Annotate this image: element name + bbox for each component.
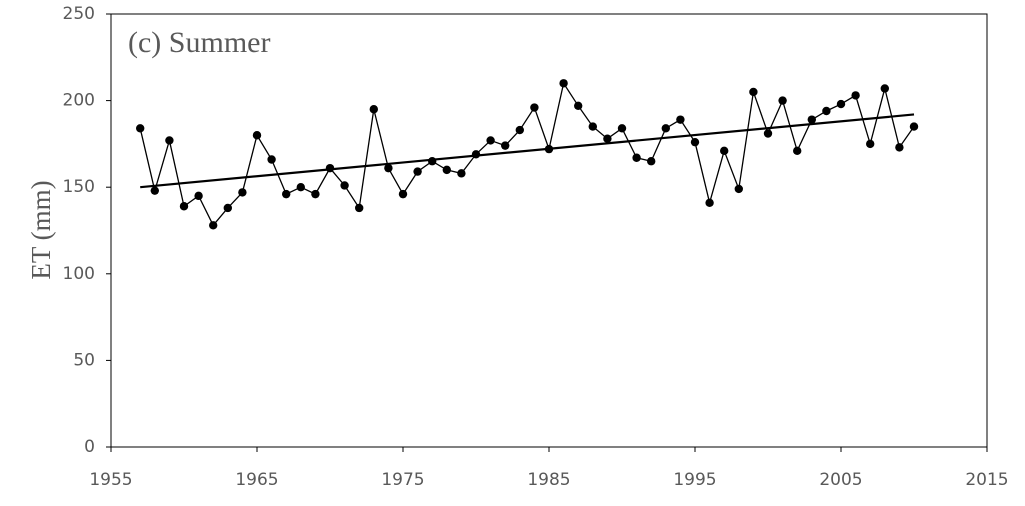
data-point [895, 143, 904, 152]
data-point [428, 157, 437, 166]
data-point [355, 203, 364, 213]
y-tick-label: 0 [84, 437, 95, 457]
data-point [179, 202, 189, 211]
x-tick-label: 1975 [381, 470, 424, 490]
data-point [617, 124, 627, 133]
data-point [515, 125, 524, 135]
data-point [603, 134, 612, 143]
data-point [763, 129, 773, 138]
data-point [909, 122, 919, 131]
data-point [676, 115, 685, 124]
data-point [880, 84, 889, 93]
data-point [734, 184, 743, 194]
data-point [223, 203, 232, 213]
data-point [296, 183, 305, 192]
data-point [778, 96, 787, 105]
data-point [530, 103, 539, 112]
annotation: (c) Summer [128, 26, 270, 59]
data-point [559, 79, 568, 88]
series-line [139, 81, 915, 227]
data-point [632, 153, 641, 162]
data-point [574, 101, 583, 110]
data-point [544, 144, 554, 154]
data-point [836, 99, 846, 109]
x-tick-label: 2005 [819, 470, 862, 490]
y-tick-label: 200 [63, 91, 95, 111]
data-point [705, 198, 714, 207]
x-tick-label: 1985 [527, 470, 570, 490]
data-point [866, 139, 875, 149]
x-tick-label: 1995 [673, 470, 716, 490]
x-tick-label: 1965 [235, 470, 278, 490]
x-tick-label: 2015 [965, 470, 1008, 490]
data-point [413, 167, 422, 176]
data-point [647, 157, 656, 166]
data-point [384, 163, 393, 173]
data-point [807, 115, 816, 124]
data-point [793, 146, 802, 156]
data-point [209, 221, 218, 230]
data-point [501, 141, 510, 150]
trend-line [140, 113, 915, 189]
data-point [749, 87, 758, 97]
data-point [325, 163, 335, 173]
y-axis-label: ET (mm) [26, 180, 56, 279]
data-point [661, 124, 670, 133]
data-point [340, 181, 349, 190]
data-point [194, 191, 203, 201]
data-point [369, 105, 378, 114]
data-point [690, 137, 700, 147]
data-point [282, 189, 291, 199]
y-tick-label: 250 [63, 4, 95, 24]
data-point [486, 136, 495, 145]
y-tick-label: 50 [73, 350, 95, 370]
plot-frame [110, 13, 988, 448]
data-point [165, 136, 174, 145]
data-point [588, 122, 597, 131]
x-tick-label: 1955 [89, 470, 132, 490]
data-point [252, 131, 262, 140]
y-tick-label: 150 [63, 177, 95, 197]
data-point [851, 91, 860, 100]
y-tick-label: 100 [63, 264, 95, 284]
data-point [311, 189, 320, 199]
data-point [150, 186, 159, 195]
data-point [720, 146, 729, 156]
data-point [238, 188, 247, 197]
data-point [398, 189, 408, 199]
data-point [136, 124, 145, 133]
data-point [822, 106, 831, 116]
data-point [471, 150, 481, 159]
data-point [442, 165, 451, 175]
data-point [457, 169, 466, 178]
data-point [267, 155, 276, 164]
